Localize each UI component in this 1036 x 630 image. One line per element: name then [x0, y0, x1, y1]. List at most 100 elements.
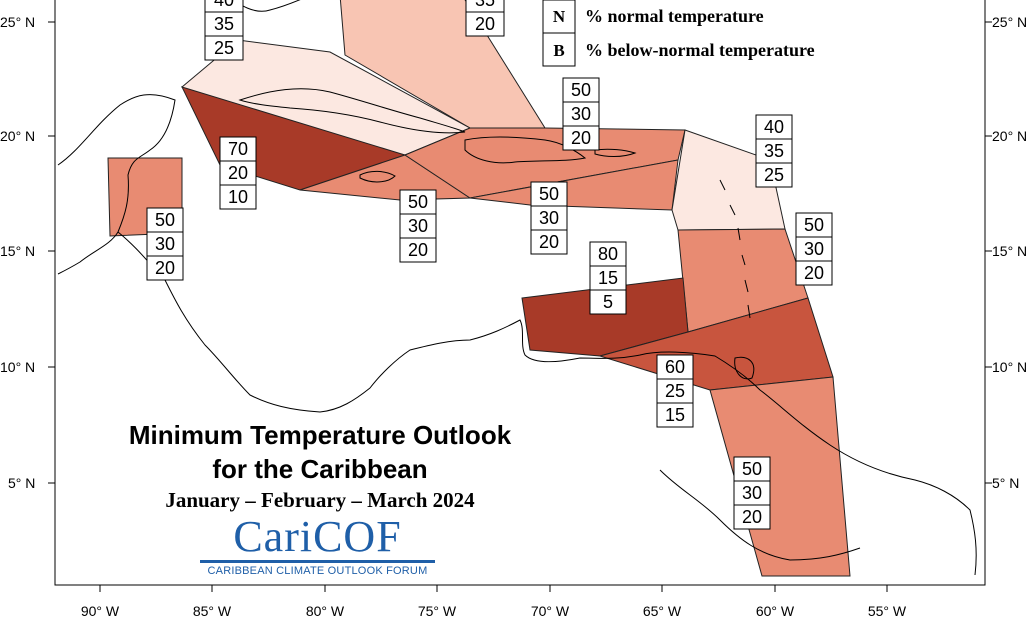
probability-value-western-caribbean: 10 — [228, 187, 248, 207]
probability-cell-box — [562, 77, 600, 103]
probability-cell-box — [755, 162, 793, 188]
legend-key-box — [542, 32, 576, 67]
probability-cell-box — [399, 213, 437, 239]
probability-cell-box — [589, 265, 627, 291]
cuba-coast — [238, 88, 466, 134]
lon-label: 75° W — [418, 603, 457, 619]
legend-label-below: % below-normal temperature — [585, 40, 815, 60]
caricof-logo: CariCOF CARIBBEAN CLIMATE OUTLOOK FORUM — [200, 514, 435, 577]
logo-text: CariCOF — [200, 514, 435, 563]
lat-right-label: 10° N — [992, 359, 1027, 375]
probability-value-trinidad: 15 — [665, 405, 685, 425]
probability-value-puerto-rico: 50 — [539, 184, 559, 204]
probability-cell-box — [589, 289, 627, 315]
lon-label: 70° W — [531, 603, 570, 619]
probability-value-cuba: 25 — [214, 38, 234, 58]
legend-key-normal: N — [553, 7, 566, 26]
lesser-antilles-chain — [719, 179, 751, 319]
probability-cell-box — [795, 260, 833, 286]
tick-marks — [48, 21, 992, 592]
probability-value-hispaniola: 30 — [571, 104, 591, 124]
lon-label: 65° W — [643, 603, 682, 619]
probability-value-trinidad: 25 — [665, 381, 685, 401]
lon-label: 90° W — [81, 603, 120, 619]
coastlines — [57, 0, 977, 576]
probability-value-abc-islands: 5 — [603, 292, 613, 312]
map-title-line1: Minimum Temperature Outlook — [128, 420, 512, 450]
probability-value-guianas: 50 — [742, 459, 762, 479]
probability-value-western-caribbean: 20 — [228, 163, 248, 183]
probability-value-hispaniola: 50 — [571, 80, 591, 100]
puerto-rico-coast — [594, 148, 637, 157]
legend-key-below: B — [553, 41, 564, 60]
probability-value-leeward-islands: 25 — [764, 165, 784, 185]
logo-subtext: CARIBBEAN CLIMATE OUTLOOK FORUM — [207, 565, 428, 577]
lat-left-label: 20° N — [0, 128, 35, 144]
probability-value-windward-islands: 20 — [804, 263, 824, 283]
probability-cell-box — [399, 237, 437, 263]
map-title-line2: for the Caribbean — [212, 454, 428, 484]
probability-cell-box — [589, 241, 627, 267]
probability-cell-box — [204, 35, 244, 61]
lat-left-label: 15° N — [0, 243, 35, 259]
probability-value-trinidad: 60 — [665, 357, 685, 377]
probability-value-bahamas: 35 — [475, 0, 495, 10]
latitude-labels: 25° N 20° N 15° N 10° N 5° N 25° N 20° N… — [0, 14, 1027, 491]
probability-cell-box — [733, 456, 771, 482]
lat-right-label: 20° N — [992, 128, 1027, 144]
probability-value-windward-islands: 30 — [804, 239, 824, 259]
probability-cell-box — [656, 354, 694, 380]
probability-cell-box — [656, 378, 694, 404]
probability-value-guianas: 20 — [742, 507, 762, 527]
probability-cell-box — [465, 11, 505, 37]
forecast-period: January – February – March 2024 — [165, 488, 475, 512]
probability-cell-box — [219, 136, 257, 162]
probability-cell-box — [399, 189, 437, 215]
probability-cell-box — [219, 184, 257, 210]
longitude-labels: 90° W 85° W 80° W 75° W 70° W 65° W 60° … — [81, 603, 907, 619]
trinidad-coast — [734, 356, 755, 380]
hispaniola-coast — [464, 136, 587, 164]
probability-cell-box — [146, 255, 184, 281]
probability-cell-box — [795, 212, 833, 238]
lat-right-label: 15° N — [992, 243, 1027, 259]
lat-left-label: 5° N — [8, 475, 35, 491]
south-america-interior — [659, 469, 861, 561]
probability-value-jamaica: 20 — [408, 240, 428, 260]
legend-key-box — [542, 0, 576, 34]
probability-cell-box — [146, 231, 184, 257]
probability-value-cuba: 35 — [214, 14, 234, 34]
probability-cell-box — [795, 236, 833, 262]
probability-value-cuba: 40 — [214, 0, 234, 10]
probability-value-puerto-rico: 20 — [539, 232, 559, 252]
jamaica-coast — [359, 170, 396, 183]
lon-label: 55° W — [868, 603, 907, 619]
lat-right-label: 25° N — [992, 14, 1027, 30]
probability-value-windward-islands: 50 — [804, 215, 824, 235]
lat-left-label: 10° N — [0, 359, 35, 375]
probability-cell-box — [656, 402, 694, 428]
probability-value-leeward-islands: 35 — [764, 141, 784, 161]
probability-value-belize: 30 — [155, 234, 175, 254]
probability-value-abc-islands: 80 — [598, 244, 618, 264]
probability-value-jamaica: 30 — [408, 216, 428, 236]
probability-value-belize: 50 — [155, 210, 175, 230]
probability-cell-box — [562, 125, 600, 151]
title-block: Minimum Temperature Outlook for the Cari… — [70, 418, 570, 514]
probability-value-jamaica: 50 — [408, 192, 428, 212]
probability-cell-box — [530, 229, 568, 255]
probability-value-guianas: 30 — [742, 483, 762, 503]
probability-value-western-caribbean: 70 — [228, 139, 248, 159]
probability-cell-box — [146, 207, 184, 233]
lat-right-label: 5° N — [992, 475, 1019, 491]
probability-value-bahamas: 20 — [475, 14, 495, 34]
probability-value-abc-islands: 15 — [598, 268, 618, 288]
probability-cell-box — [204, 11, 244, 37]
probability-boxes: 35 20 40 35 25 70 20 10 50 30 20 50 30 20 50 30 20 50 30 20… — [146, 0, 833, 530]
lon-label: 80° W — [306, 603, 345, 619]
probability-cell-box — [733, 504, 771, 530]
probability-value-hispaniola: 20 — [571, 128, 591, 148]
legend: N % normal temperature B % below-normal … — [542, 0, 815, 67]
lon-label: 60° W — [756, 603, 795, 619]
